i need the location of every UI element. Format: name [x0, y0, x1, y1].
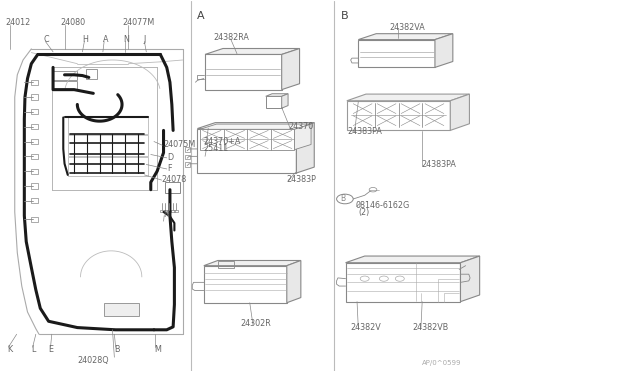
- Bar: [174, 210, 178, 212]
- Text: F: F: [168, 164, 172, 173]
- Polygon shape: [204, 266, 287, 303]
- Bar: [164, 210, 168, 212]
- Text: 24382VB: 24382VB: [413, 323, 449, 332]
- Polygon shape: [282, 48, 300, 90]
- Polygon shape: [358, 34, 453, 39]
- Text: 24382V: 24382V: [351, 323, 381, 332]
- Text: K: K: [7, 345, 12, 354]
- Bar: [31, 198, 38, 203]
- Text: 24382RA: 24382RA: [213, 33, 249, 42]
- Bar: [68, 116, 148, 134]
- Bar: [53, 71, 77, 80]
- Text: N: N: [164, 211, 170, 219]
- Polygon shape: [197, 129, 296, 173]
- Text: J: J: [144, 35, 146, 44]
- Bar: [68, 157, 148, 176]
- Text: H: H: [83, 35, 88, 44]
- Polygon shape: [205, 54, 282, 90]
- Polygon shape: [200, 124, 311, 129]
- Text: AP/0^0599: AP/0^0599: [422, 360, 461, 366]
- Text: 08146-6162G: 08146-6162G: [356, 201, 410, 210]
- Polygon shape: [266, 94, 288, 96]
- Bar: [86, 69, 97, 78]
- Bar: [166, 182, 179, 193]
- Polygon shape: [461, 256, 479, 302]
- Polygon shape: [435, 34, 453, 67]
- Polygon shape: [266, 96, 282, 108]
- Polygon shape: [296, 123, 314, 173]
- Bar: [172, 210, 175, 212]
- Text: C: C: [44, 35, 49, 44]
- Text: 25411: 25411: [204, 144, 229, 153]
- Bar: [185, 147, 190, 152]
- Text: 24078: 24078: [162, 175, 187, 184]
- Polygon shape: [358, 39, 435, 67]
- Text: A: A: [197, 10, 205, 20]
- Text: A: A: [103, 35, 108, 44]
- Bar: [31, 94, 38, 100]
- Polygon shape: [346, 263, 461, 302]
- Polygon shape: [347, 101, 451, 131]
- Bar: [218, 261, 234, 267]
- Text: 24383P: 24383P: [287, 175, 317, 184]
- Bar: [185, 155, 190, 159]
- Text: 24382VA: 24382VA: [389, 23, 425, 32]
- Bar: [31, 154, 38, 159]
- Bar: [31, 139, 38, 144]
- Text: 24077M: 24077M: [122, 19, 154, 28]
- Text: 24080: 24080: [60, 19, 85, 28]
- Bar: [31, 80, 38, 85]
- Polygon shape: [294, 124, 311, 150]
- Bar: [31, 169, 38, 174]
- Bar: [31, 124, 38, 129]
- Text: M: M: [154, 345, 161, 354]
- Polygon shape: [197, 123, 314, 129]
- Text: 24383PA: 24383PA: [348, 126, 382, 136]
- Bar: [68, 135, 148, 156]
- Polygon shape: [287, 260, 301, 303]
- Bar: [53, 81, 77, 90]
- Polygon shape: [346, 256, 479, 263]
- Bar: [31, 109, 38, 115]
- Text: 24370: 24370: [288, 122, 314, 131]
- Text: E: E: [49, 345, 54, 354]
- Text: 24075M: 24075M: [163, 140, 195, 149]
- Text: B: B: [340, 195, 345, 203]
- Polygon shape: [200, 129, 294, 150]
- Polygon shape: [451, 94, 469, 131]
- Polygon shape: [205, 48, 300, 54]
- Polygon shape: [282, 94, 288, 108]
- Text: N: N: [124, 35, 129, 44]
- Bar: [31, 183, 38, 189]
- Text: B: B: [115, 345, 120, 354]
- Text: D: D: [168, 153, 173, 161]
- Polygon shape: [347, 94, 469, 101]
- Bar: [31, 217, 38, 222]
- Text: 24012: 24012: [6, 19, 31, 28]
- Bar: [104, 304, 140, 317]
- Bar: [160, 210, 164, 212]
- Text: (2): (2): [358, 208, 369, 217]
- Bar: [168, 210, 172, 212]
- Text: 24370+A: 24370+A: [204, 137, 241, 146]
- Polygon shape: [351, 97, 465, 103]
- Text: L: L: [31, 345, 36, 354]
- Polygon shape: [447, 97, 465, 127]
- Bar: [185, 162, 190, 167]
- Polygon shape: [351, 103, 447, 127]
- Text: 24383PA: 24383PA: [421, 160, 456, 169]
- Text: 24302R: 24302R: [240, 320, 271, 328]
- Text: 24028Q: 24028Q: [77, 356, 109, 365]
- Text: B: B: [340, 10, 348, 20]
- Polygon shape: [204, 260, 301, 266]
